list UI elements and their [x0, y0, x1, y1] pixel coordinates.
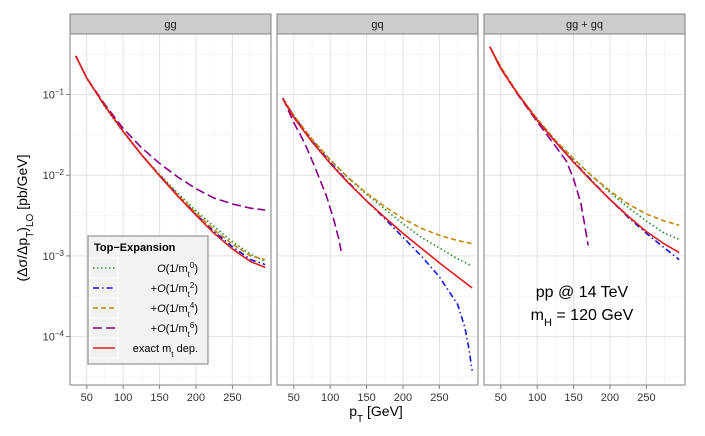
panel-2-border [276, 33, 479, 386]
legend-entry-exact: exact mt dep. [89, 337, 198, 359]
panel-3: gg + gq 50 100 150 200 250 [483, 13, 686, 404]
panel-3-series-exact [489, 46, 680, 254]
panel-2-series-order-6 [282, 97, 342, 252]
panel-3-series-order-2 [489, 46, 680, 261]
panel-1-series-order-2 [75, 55, 266, 266]
panel-1-strip-label: gg [164, 19, 176, 31]
panel-2-background [277, 34, 478, 385]
panel-2-x-tick-label: 50 [288, 392, 300, 404]
annotation: pp @ 14 TeV mH = 120 GeV [531, 284, 634, 329]
y-tick-label: 10−3 [43, 248, 65, 263]
panel-2-x-tick-label: 150 [357, 392, 375, 404]
annotation-line-2: mH = 120 GeV [531, 307, 634, 329]
panel-2-series-exact [282, 98, 473, 289]
annotation-line-1: pp @ 14 TeV [536, 284, 629, 301]
legend-entry-order-2: +O(1/mt2) [89, 277, 198, 299]
legend-label-order-6: +O(1/mt6) [151, 321, 198, 339]
panel-3-x-tick-label: 250 [637, 392, 655, 404]
panel-2-x-tick-label: 250 [430, 392, 448, 404]
panel-3-x-tick-label: 50 [495, 392, 507, 404]
y-axis-title: (Δσ/ΔpT)LO [pb/GeV] [14, 155, 36, 282]
panel-1-x-tick-label: 50 [81, 392, 93, 404]
panel-2-x-tick-label: 200 [394, 392, 412, 404]
y-axis: 10−4 10−3 10−2 10−1 [43, 87, 70, 344]
panel-1-series-order-6 [75, 55, 266, 211]
panel-1-x-tick-label: 150 [150, 392, 168, 404]
legend-label-order-2: +O(1/mt2) [151, 281, 198, 299]
panel-3-border [483, 33, 686, 386]
panel-3-background [484, 34, 685, 385]
legend-label-order-4: +O(1/mt4) [151, 301, 198, 319]
legend: Top−Expansion O(1/mt0) +O(1/mt2) +O(1/mt… [87, 235, 209, 365]
legend-label-exact: exact mt dep. [133, 343, 198, 359]
panel-1-series-exact [75, 55, 266, 269]
panel-2-series-order-2 [282, 97, 473, 371]
y-tick-label: 10−4 [43, 329, 65, 344]
panel-2-strip-label: gq [371, 19, 383, 31]
y-tick-label: 10−1 [43, 87, 65, 102]
panel-3-x-tick-label: 150 [564, 392, 582, 404]
panel-1-x-tick-label: 250 [223, 392, 241, 404]
y-tick-label: 10−2 [43, 168, 65, 183]
panel-2-series-order-4 [282, 97, 473, 245]
panel-1-x-tick-label: 200 [187, 392, 205, 404]
panel-2: gq 50 100 150 200 250 [276, 13, 479, 404]
panel-3-x-tick-label: 100 [528, 392, 546, 404]
legend-title: Top−Expansion [94, 242, 176, 254]
panel-1-border [69, 33, 272, 386]
legend-entry-order-4: +O(1/mt4) [89, 297, 198, 319]
panel-3-strip-label: gg + gq [566, 19, 603, 31]
legend-entry-order-6: +O(1/mt6) [89, 317, 198, 339]
panel-2-x-tick-label: 100 [321, 392, 339, 404]
panel-3-x-tick-label: 200 [601, 392, 619, 404]
panel-3-grid [484, 34, 685, 385]
panel-1-x-tick-label: 100 [114, 392, 132, 404]
x-axis-title: pT [GeV] [349, 403, 403, 425]
